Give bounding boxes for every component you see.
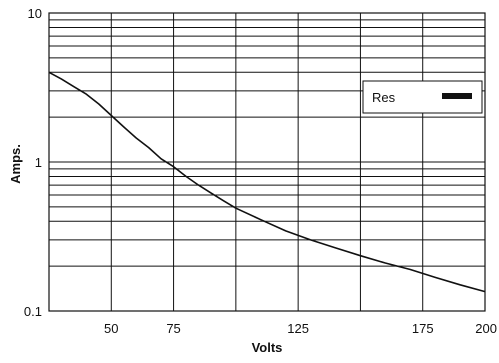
- legend-box: [362, 80, 483, 114]
- y-tick-label: 0.1: [24, 304, 42, 319]
- x-tick-label: 175: [412, 321, 434, 336]
- plot-frame: [48, 12, 486, 312]
- x-tick-label: 75: [166, 321, 180, 336]
- legend-label: Res: [372, 90, 396, 105]
- y-tick-label: 10: [28, 6, 42, 21]
- tick-layer: 50 75 125 175 200 0.1 1 10: [24, 6, 497, 336]
- x-tick-label: 50: [104, 321, 118, 336]
- x-tick-label: 125: [287, 321, 309, 336]
- legend: Res: [362, 80, 483, 114]
- series-layer: [48, 71, 486, 293]
- y-axis-title: Amps.: [8, 144, 23, 184]
- x-tick-label: 200: [475, 321, 497, 336]
- frame-layer: [48, 12, 486, 312]
- series-line-res: [48, 71, 486, 293]
- x-axis-title: Volts: [252, 340, 283, 355]
- legend-swatch: [442, 93, 472, 99]
- y-tick-label: 1: [35, 155, 42, 170]
- grid-layer: [49, 13, 485, 311]
